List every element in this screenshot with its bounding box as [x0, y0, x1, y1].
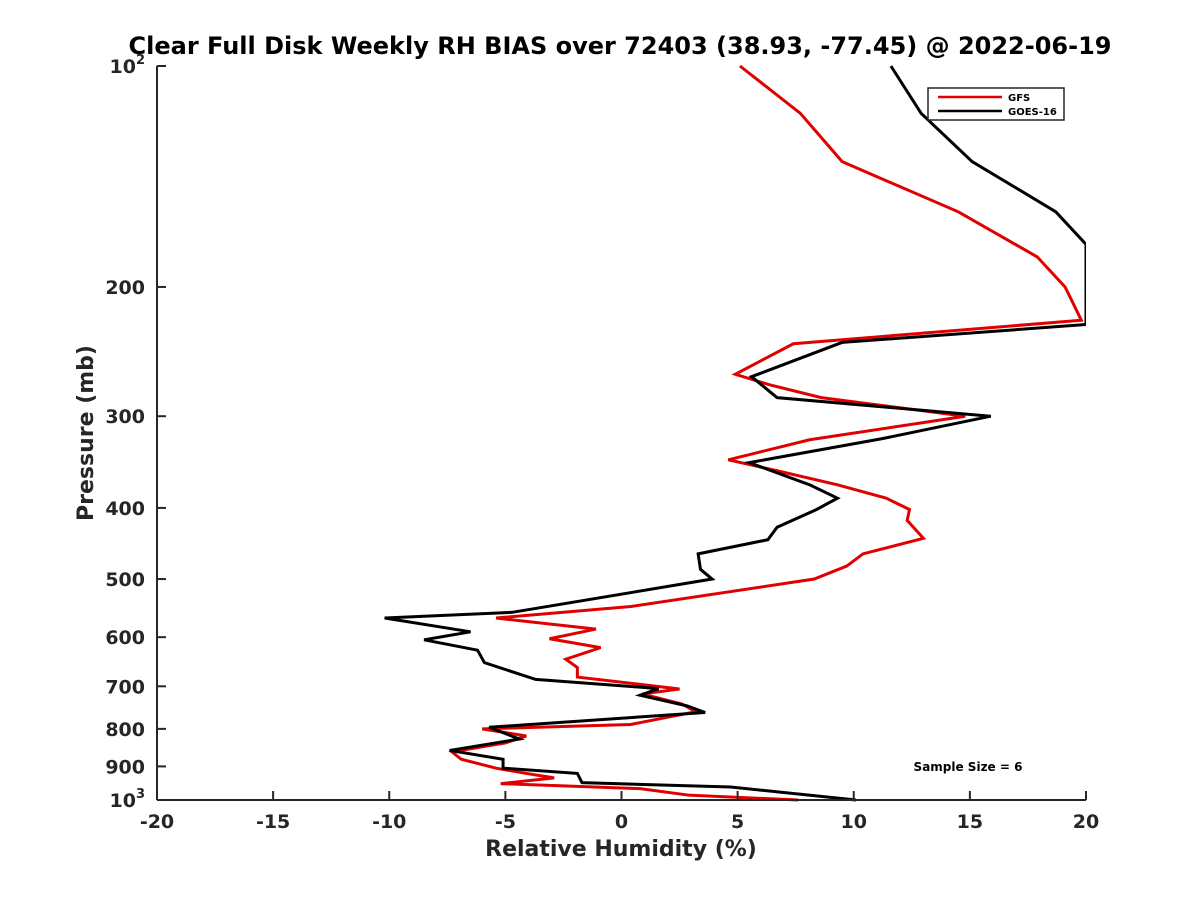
y-tick-label: 700	[105, 676, 145, 698]
sample-size-annotation: Sample Size = 6	[914, 760, 1023, 774]
plot-background	[157, 66, 1086, 800]
x-tick-label: 15	[957, 811, 983, 833]
y-tick-label: 600	[105, 627, 145, 649]
y-tick-label-exponent: 2	[136, 53, 145, 68]
y-tick-label-exponent: 3	[136, 787, 145, 802]
x-tick-label: -15	[256, 811, 290, 833]
x-tick-label: -20	[140, 811, 174, 833]
y-tick-label: 200	[105, 277, 145, 299]
y-axis-label: Pressure (mb)	[74, 345, 99, 521]
series-layer	[384, 64, 1086, 802]
x-tick-label: -5	[495, 811, 516, 833]
x-tick-label: 0	[615, 811, 628, 833]
x-tick-label: 10	[841, 811, 867, 833]
y-tick-label-base: 10	[110, 790, 136, 812]
x-tick-label: -10	[372, 811, 406, 833]
y-tick-label: 102	[110, 53, 146, 78]
x-axis-label: Relative Humidity (%)	[485, 837, 757, 862]
legend-label: GFS	[1008, 93, 1030, 104]
y-tick-label: 300	[105, 406, 145, 428]
y-tick-label: 500	[105, 569, 145, 591]
series-line-gfs	[448, 64, 1084, 802]
x-tick-label: 20	[1073, 811, 1099, 833]
legend-label: GOES-16	[1008, 107, 1057, 118]
y-tick-label: 800	[105, 719, 145, 741]
legend: GFS GOES-16	[927, 87, 1065, 121]
chart-title: Clear Full Disk Weekly RH BIAS over 7240…	[129, 32, 1112, 60]
y-tick-label: 900	[105, 756, 145, 778]
y-tick-label-base: 10	[110, 56, 136, 78]
plot-area	[157, 66, 1086, 800]
y-tick-label: 400	[105, 498, 145, 520]
axes-layer: -20 -15 -10 -5 0 5 10 15 20102200300400500600700…	[105, 53, 1099, 833]
y-tick-label: 103	[110, 787, 146, 812]
x-tick-label: 5	[731, 811, 744, 833]
series-line-goes-16	[384, 65, 1086, 802]
legend-box	[927, 87, 1065, 121]
